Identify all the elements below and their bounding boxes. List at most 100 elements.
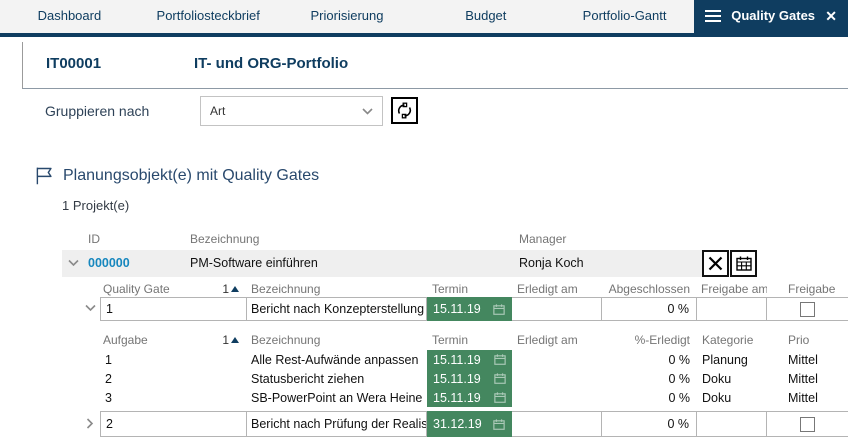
gate-number: 2 xyxy=(100,411,247,437)
refresh-button[interactable] xyxy=(391,97,418,124)
task-row: 2 Statusbericht ziehen 15.11.19 0 % Doku… xyxy=(100,369,848,388)
gate-approval-checkbox[interactable] xyxy=(800,416,815,432)
task-done-on xyxy=(512,388,602,407)
gate-approved-on[interactable] xyxy=(697,297,767,321)
task-done-on xyxy=(512,350,602,369)
gate-table-header: Quality Gate 1 Bezeichnung Termin Erledi… xyxy=(100,281,848,297)
gate-approval-checkbox[interactable] xyxy=(800,301,815,317)
task-pct: 0 % xyxy=(668,352,690,367)
portfolio-id: IT00001 xyxy=(46,55,102,72)
groupby-select[interactable]: Art xyxy=(200,96,383,126)
task-row: 1 Alle Rest-Aufwände anpassen 15.11.19 0… xyxy=(100,350,848,369)
calendar-icon xyxy=(493,418,505,430)
tab-quality-gates[interactable]: Quality Gates ✕ xyxy=(694,0,848,33)
task-category: Planung xyxy=(702,352,748,367)
col-header-freigabe-am[interactable]: Freigabe am xyxy=(701,282,767,296)
gate1-collapse-chevron-icon[interactable] xyxy=(85,304,96,312)
col-header-pct-erledigt[interactable]: %-Erledigt xyxy=(634,333,690,347)
project-name: PM-Software einführen xyxy=(190,256,318,270)
task-category: Doku xyxy=(702,390,732,405)
col-header-manager: Manager xyxy=(519,232,567,246)
gate2-expand-chevron-icon[interactable] xyxy=(86,418,94,429)
task-done-on xyxy=(512,369,602,388)
task-row: 3 SB-PowerPoint an Wera Heine 15.11.19 0… xyxy=(100,388,848,407)
project-manager: Ronja Koch xyxy=(519,256,584,270)
portfolio-header-panel: IT00001 IT- und ORG-Portfolio xyxy=(22,42,848,89)
gate-due-date[interactable]: 31.12.19 xyxy=(427,411,512,437)
gate-done-on[interactable] xyxy=(512,411,602,437)
col-header-aufgabe[interactable]: Aufgabe xyxy=(103,333,148,347)
col-header-termin[interactable]: Termin xyxy=(432,282,469,296)
portfolio-title: IT- und ORG-Portfolio xyxy=(194,55,349,72)
calendar-button[interactable] xyxy=(730,250,757,277)
task-due-date[interactable]: 15.11.19 xyxy=(427,369,512,388)
col-header-gate-bezeichnung[interactable]: Bezeichnung xyxy=(251,282,321,296)
project-count: 1 Projekt(e) xyxy=(62,198,130,213)
menu-icon[interactable] xyxy=(705,7,721,25)
task-prio: Mittel xyxy=(788,352,818,367)
sort-indicator[interactable]: 1 xyxy=(222,282,239,296)
task-due-date[interactable]: 15.11.19 xyxy=(427,350,512,369)
calendar-icon xyxy=(494,373,506,384)
sort-asc-icon xyxy=(231,337,239,343)
close-icon[interactable]: ✕ xyxy=(825,7,837,24)
tab-dashboard[interactable]: Dashboard xyxy=(37,8,102,23)
tab-portfoliosteckbrief[interactable]: Portfoliosteckbrief xyxy=(156,8,260,23)
section-heading: Planungsobjekt(e) mit Quality Gates xyxy=(33,165,319,186)
sort-indicator[interactable]: 1 xyxy=(222,333,239,347)
gate-due-date[interactable]: 15.11.19 xyxy=(427,297,512,321)
section-title: Planungsobjekt(e) mit Quality Gates xyxy=(63,166,320,184)
groupby-label: Gruppieren nach xyxy=(45,103,150,119)
tab-bar: Dashboard Portfoliosteckbrief Priorisier… xyxy=(0,0,848,37)
col-header-kategorie[interactable]: Kategorie xyxy=(702,333,754,347)
col-header-bezeichnung: Bezeichnung xyxy=(190,232,260,246)
col-header-erledigt-am[interactable]: Erledigt am xyxy=(517,282,578,296)
task-due-date[interactable]: 15.11.19 xyxy=(427,388,512,407)
col-header-id: ID xyxy=(88,232,100,246)
task-name: Statusbericht ziehen xyxy=(251,371,365,386)
tab-budget[interactable]: Budget xyxy=(465,8,507,23)
task-prio: Mittel xyxy=(788,371,818,386)
task-category: Doku xyxy=(702,371,732,386)
task-number: 2 xyxy=(105,371,112,386)
gate-row-2: 2 Bericht nach Prüfung der Realisierung … xyxy=(100,411,848,437)
task-pct: 0 % xyxy=(668,390,690,405)
task-name: SB-PowerPoint an Wera Heine xyxy=(251,390,423,405)
tab-portfolio-gantt[interactable]: Portfolio-Gantt xyxy=(582,8,667,23)
project-id-link[interactable]: 000000 xyxy=(88,256,130,270)
groupby-selected-value: Art xyxy=(210,104,226,118)
col-header-abgeschlossen[interactable]: Abgeschlossen xyxy=(608,282,690,296)
tab-priorisierung[interactable]: Priorisierung xyxy=(310,8,384,23)
col-header-freigabe[interactable]: Freigabe xyxy=(788,282,836,296)
project-row xyxy=(62,250,703,277)
task-name: Alle Rest-Aufwände anpassen xyxy=(251,352,419,367)
col-header-quality-gate[interactable]: Quality Gate xyxy=(103,282,170,296)
col-header-prio[interactable]: Prio xyxy=(788,333,810,347)
calendar-icon xyxy=(735,256,752,271)
task-number: 1 xyxy=(105,352,112,367)
gate-name: Bericht nach Prüfung der Realisierung xyxy=(247,411,427,437)
gate-completed-pct[interactable]: 0 % xyxy=(602,297,697,321)
task-number: 3 xyxy=(105,390,112,405)
calendar-icon xyxy=(493,303,505,315)
col-header-task-bezeichnung[interactable]: Bezeichnung xyxy=(251,333,321,347)
task-table-header: Aufgabe 1 Bezeichnung Termin Erledigt am… xyxy=(100,332,848,348)
task-prio: Mittel xyxy=(788,390,818,405)
refresh-icon xyxy=(397,102,412,119)
tab-quality-gates-label: Quality Gates xyxy=(731,8,816,23)
delete-x-icon xyxy=(708,256,723,271)
calendar-icon xyxy=(494,392,506,403)
sort-asc-icon xyxy=(231,286,239,292)
collapse-chevron-icon[interactable] xyxy=(68,259,79,267)
tab-group: Dashboard Portfoliosteckbrief Priorisier… xyxy=(0,0,694,33)
gate-number: 1 xyxy=(100,297,247,321)
col-header-task-erledigt-am[interactable]: Erledigt am xyxy=(517,333,578,347)
calendar-icon xyxy=(494,354,506,365)
gate-completed-pct[interactable]: 0 % xyxy=(602,411,697,437)
gate-done-on[interactable] xyxy=(512,297,602,321)
gate-name: Bericht nach Konzepterstellung xyxy=(247,297,427,321)
gate-approved-on[interactable] xyxy=(697,411,767,437)
col-header-task-termin[interactable]: Termin xyxy=(432,333,469,347)
delete-button[interactable] xyxy=(702,250,729,277)
